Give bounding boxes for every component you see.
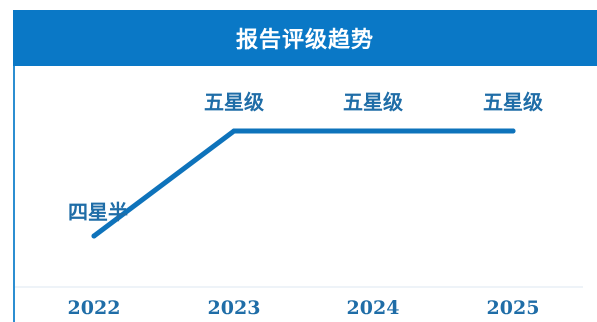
data-label-2025: 五星级 [483, 90, 543, 114]
x-tick-label-2025: 2025 [487, 297, 540, 319]
left-border [13, 66, 15, 322]
x-tick-label-2023: 2023 [208, 297, 261, 319]
data-label-2024: 五星级 [343, 90, 403, 114]
data-label-2022: 四星半 [68, 200, 128, 224]
data-point-2025 [510, 128, 516, 134]
data-point-2023 [231, 128, 237, 134]
rating-series-line [91, 128, 516, 239]
data-label-2023: 五星级 [204, 90, 264, 114]
chart-title: 报告评级趋势 [13, 10, 597, 66]
x-tick-label-2022: 2022 [68, 297, 121, 319]
x-tick-label-2024: 2024 [347, 297, 400, 319]
data-point-2024 [370, 128, 376, 134]
data-point-2022 [91, 233, 97, 239]
